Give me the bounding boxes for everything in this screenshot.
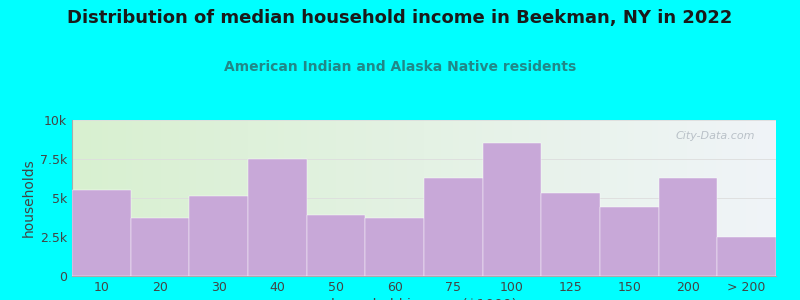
Bar bbox=[130, 218, 190, 276]
Text: City-Data.com: City-Data.com bbox=[675, 131, 755, 141]
Bar bbox=[542, 193, 600, 276]
Bar bbox=[600, 207, 658, 276]
Bar bbox=[248, 159, 306, 276]
Bar bbox=[72, 190, 130, 276]
Bar bbox=[658, 178, 718, 276]
Text: American Indian and Alaska Native residents: American Indian and Alaska Native reside… bbox=[224, 60, 576, 74]
Bar bbox=[482, 143, 542, 276]
Bar bbox=[424, 178, 482, 276]
Bar bbox=[718, 237, 776, 276]
Bar bbox=[306, 215, 366, 276]
Y-axis label: households: households bbox=[22, 159, 36, 237]
Text: Distribution of median household income in Beekman, NY in 2022: Distribution of median household income … bbox=[67, 9, 733, 27]
Bar bbox=[366, 218, 424, 276]
Bar bbox=[190, 196, 248, 276]
X-axis label: household income ($1000): household income ($1000) bbox=[331, 298, 517, 300]
